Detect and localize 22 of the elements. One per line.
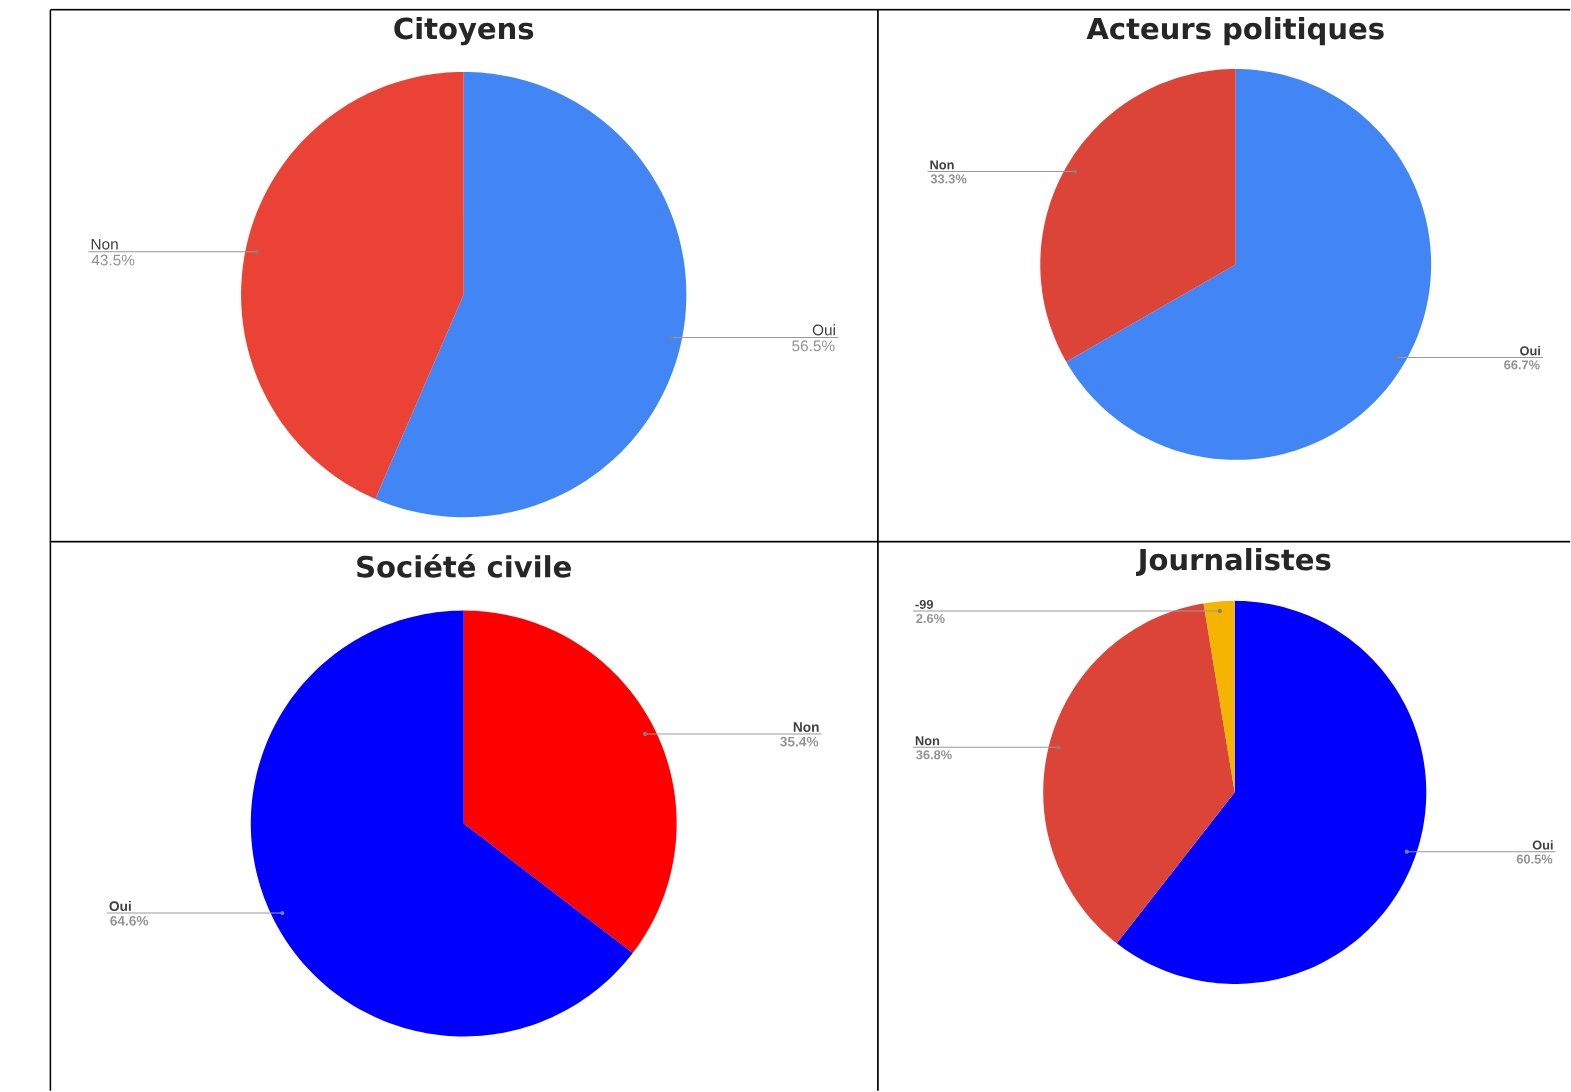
slice-label: Non bbox=[793, 722, 819, 733]
slice-label: Oui bbox=[1532, 840, 1553, 850]
data-label: 35.4% bbox=[780, 736, 819, 747]
data-label: 56.5% bbox=[792, 340, 835, 352]
slice-label: Non bbox=[930, 160, 954, 170]
slice-label: Non bbox=[915, 736, 940, 746]
slice-label: Oui bbox=[109, 901, 131, 912]
chart-title: Société civile bbox=[357, 554, 571, 578]
data-label: 66.7% bbox=[1504, 360, 1540, 370]
data-label: 33.3% bbox=[930, 174, 967, 184]
slice-label: -99 bbox=[915, 600, 933, 610]
slice-label: Oui bbox=[812, 324, 835, 336]
data-label: 60.5% bbox=[1516, 854, 1553, 864]
data-label: 64.6% bbox=[110, 916, 149, 926]
chart-title: Journalistes bbox=[1136, 548, 1331, 577]
data-label: 36.8% bbox=[916, 750, 952, 760]
data-label: 43.5% bbox=[91, 254, 135, 266]
chart-title: Acteurs politiques bbox=[1086, 17, 1384, 46]
chart-title: Citoyens bbox=[394, 17, 534, 46]
slice-label: Non bbox=[91, 239, 118, 250]
slice-label: Oui bbox=[1520, 346, 1540, 356]
data-label: 2.6% bbox=[916, 614, 945, 624]
